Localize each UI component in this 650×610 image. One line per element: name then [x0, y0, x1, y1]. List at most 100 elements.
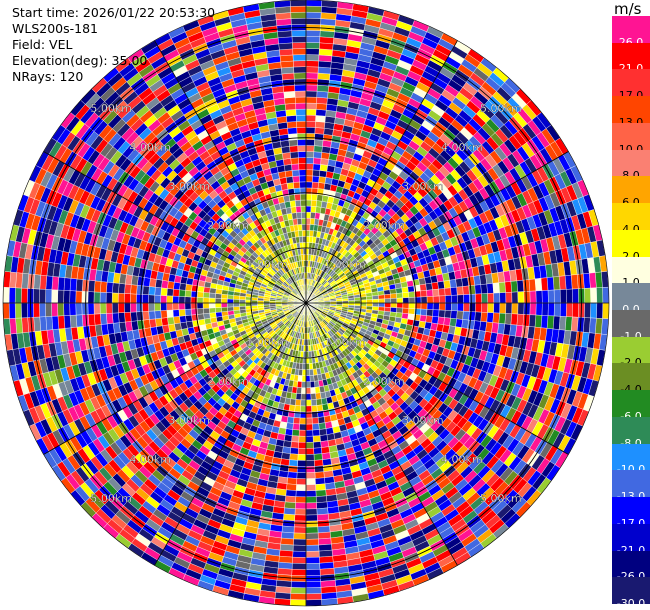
- velocity-gate: [315, 392, 322, 400]
- velocity-gate: [316, 84, 329, 93]
- velocity-gate: [208, 307, 216, 314]
- velocity-gate: [487, 302, 495, 314]
- velocity-gate: [281, 531, 295, 540]
- velocity-gate: [314, 471, 325, 479]
- velocity-gate: [305, 502, 317, 510]
- velocity-gate: [173, 316, 181, 325]
- velocity-gate: [475, 302, 482, 313]
- velocity-gate: [396, 292, 404, 299]
- velocity-gate: [63, 302, 71, 316]
- velocity-gate: [408, 308, 416, 315]
- velocity-gate: [463, 294, 470, 304]
- velocity-gate: [305, 393, 312, 401]
- velocity-gate: [602, 286, 610, 304]
- velocity-gate: [296, 387, 302, 394]
- velocity-gate: [294, 514, 307, 522]
- velocity-gate: [202, 297, 210, 304]
- velocity-gate: [284, 501, 296, 509]
- velocity-gate: [63, 277, 72, 291]
- velocity-gate: [316, 97, 328, 105]
- velocity-gate: [57, 276, 66, 291]
- velocity-gate: [318, 537, 332, 546]
- velocity-gate: [297, 454, 307, 461]
- velocity-gate: [208, 297, 216, 304]
- velocity-gate: [493, 302, 501, 314]
- velocity-gate: [284, 428, 293, 436]
- velocity-gate: [301, 375, 307, 382]
- velocity-gate: [316, 501, 328, 509]
- velocity-gate: [310, 205, 317, 213]
- velocity-gate: [318, 543, 333, 552]
- velocity-gate: [305, 599, 323, 607]
- velocity-gate: [305, 375, 311, 382]
- velocity-gate: [305, 18, 322, 25]
- velocity-gate: [57, 289, 65, 304]
- velocity-gate: [492, 282, 500, 294]
- velocity-gate: [124, 283, 132, 294]
- velocity-gate: [227, 302, 234, 308]
- velocity-gate: [314, 127, 325, 135]
- velocity-gate: [290, 441, 299, 449]
- velocity-gate: [315, 115, 326, 123]
- velocity-gate: [310, 387, 316, 394]
- velocity-gate: [305, 399, 312, 407]
- velocity-gate: [499, 292, 507, 304]
- velocity-gate: [449, 279, 457, 288]
- velocity-gate: [305, 496, 317, 504]
- velocity-gate: [396, 302, 404, 309]
- velocity-gate: [51, 289, 59, 304]
- velocity-gate: [510, 313, 518, 326]
- velocity-gate: [316, 91, 329, 99]
- velocity-gate: [390, 302, 398, 308]
- velocity-gate: [100, 281, 108, 293]
- velocity-gate: [419, 314, 427, 323]
- velocity-gate: [445, 302, 452, 311]
- velocity-gate: [21, 287, 28, 304]
- velocity-gate: [305, 417, 313, 425]
- velocity-gate: [305, 96, 317, 104]
- velocity-gate: [486, 312, 494, 323]
- velocity-gate: [69, 278, 78, 292]
- velocity-gate: [106, 312, 114, 325]
- velocity-gate: [426, 302, 434, 310]
- velocity-gate: [437, 280, 445, 290]
- velocity-gate: [372, 295, 379, 300]
- velocity-gate: [437, 316, 445, 326]
- velocity-gate: [313, 374, 319, 382]
- velocity-gate: [431, 281, 439, 290]
- velocity-gate: [311, 417, 319, 425]
- velocity-gate: [299, 417, 307, 425]
- velocity-gate: [196, 308, 204, 315]
- velocity-gate: [179, 282, 187, 291]
- velocity-gate: [511, 291, 519, 304]
- velocity-gate: [305, 211, 311, 219]
- velocity-gate: [292, 544, 307, 552]
- velocity-gate: [290, 581, 307, 588]
- velocity-gate: [214, 302, 222, 308]
- velocity-gate: [227, 306, 234, 312]
- velocity-gate: [480, 283, 488, 294]
- velocity-gate: [75, 290, 83, 304]
- velocity-gate: [283, 507, 296, 515]
- velocity-gate: [498, 312, 506, 325]
- velocity-gate: [366, 299, 373, 304]
- velocity-gate: [294, 520, 307, 528]
- velocity-gate: [279, 543, 294, 552]
- velocity-gate: [384, 306, 391, 313]
- velocity-gate: [445, 295, 452, 304]
- velocity-gate: [45, 289, 53, 304]
- velocity-gate: [553, 289, 561, 304]
- velocity-gate: [300, 399, 307, 407]
- velocity-gate: [590, 287, 598, 304]
- velocity-gate: [305, 181, 313, 189]
- velocity-gate: [305, 199, 312, 207]
- velocity-gate: [286, 483, 297, 491]
- velocity-gate: [596, 287, 604, 304]
- velocity-gate: [305, 114, 317, 122]
- velocity-gate: [450, 310, 458, 320]
- velocity-gate: [305, 108, 317, 116]
- velocity-gate: [305, 442, 314, 449]
- velocity-gate: [463, 302, 470, 312]
- velocity-gate: [372, 302, 379, 307]
- velocity-gate: [117, 302, 125, 314]
